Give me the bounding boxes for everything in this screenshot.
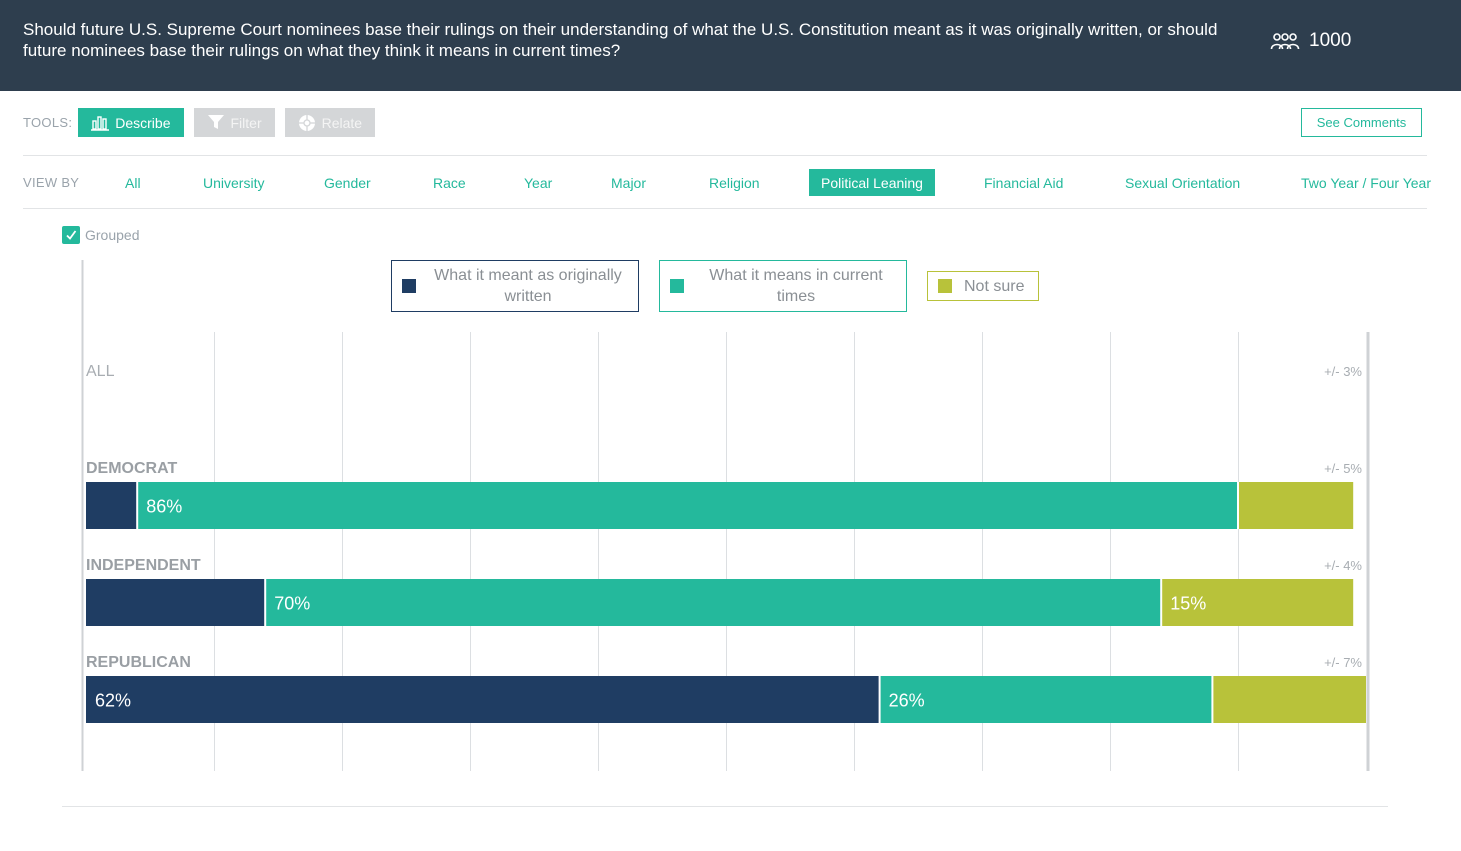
legend-swatch-not-sure (938, 279, 952, 293)
legend-not-sure[interactable]: Not sure (927, 271, 1039, 301)
bar-chart-icon (91, 115, 110, 131)
legend-swatch-original (402, 279, 416, 293)
bar-republican-1[interactable] (879, 676, 1213, 723)
funnel-icon (207, 115, 224, 129)
data-label-republican-0: 62% (95, 691, 131, 711)
data-label-independent-2: 15% (1170, 594, 1206, 614)
divider-bottom (23, 208, 1427, 209)
category-label-all: ALL (86, 363, 115, 380)
view-by-gender[interactable]: Gender (324, 174, 371, 191)
bar-independent-2[interactable] (1161, 579, 1354, 626)
relate-button[interactable]: Relate (284, 108, 376, 137)
divider-top (23, 155, 1427, 156)
view-by-sexual-orientation[interactable]: Sexual Orientation (1125, 174, 1241, 191)
describe-label: Describe (115, 114, 171, 131)
view-by-major[interactable]: Major (611, 174, 647, 191)
category-label-independent: INDEPENDENT (86, 557, 201, 574)
legend-current[interactable]: What it means in current times (659, 260, 907, 312)
see-comments-button[interactable]: See Comments (1301, 108, 1422, 137)
data-label-republican-1: 26% (889, 691, 925, 711)
bar-republican-0[interactable] (86, 676, 880, 723)
legend-label-original: What it meant as originally written (434, 267, 622, 305)
filter-button[interactable]: Filter (193, 108, 275, 137)
legend-label-current: What it means in current times (709, 267, 883, 305)
margin-of-error-republican: +/- 7% (1324, 655, 1362, 670)
filter-label: Filter (230, 114, 262, 131)
bar-democrat-2[interactable] (1238, 482, 1354, 529)
bar-independent-1[interactable] (265, 579, 1162, 626)
people-icon (1270, 33, 1300, 50)
check-icon (66, 230, 77, 240)
bar-independent-0[interactable] (86, 579, 266, 626)
view-by-year[interactable]: Year (524, 174, 553, 191)
respondent-number: 1000 (1309, 30, 1352, 51)
view-by-bar: VIEW BY All University Gender Race Year … (23, 169, 1433, 196)
view-by-two-year-four-year[interactable]: Two Year / Four Year (1301, 174, 1431, 191)
legend-label-not-sure: Not sure (964, 277, 1025, 295)
view-by-political-leaning[interactable]: Political Leaning (809, 169, 935, 196)
view-by-religion[interactable]: Religion (709, 174, 760, 191)
view-by-race[interactable]: Race (433, 174, 466, 191)
view-by-label: VIEW BY (23, 175, 80, 190)
data-label-democrat-1: 86% (146, 497, 182, 517)
view-by-financial-aid[interactable]: Financial Aid (984, 174, 1064, 191)
bar-democrat-0[interactable] (86, 482, 138, 529)
view-by-all[interactable]: All (125, 174, 141, 191)
relate-icon (298, 114, 315, 131)
question-text: Should future U.S. Supreme Court nominee… (23, 20, 1218, 60)
margin-of-error-all: +/- 3% (1324, 364, 1362, 379)
legend-original[interactable]: What it meant as originally written (391, 260, 639, 312)
grouped-checkbox[interactable] (62, 226, 80, 244)
bar-democrat-1[interactable] (137, 482, 1239, 529)
data-label-independent-1: 70% (274, 594, 310, 614)
grouped-toggle[interactable]: Grouped (62, 226, 139, 244)
tools-bar: TOOLS: Describe Filter Relate (23, 108, 385, 137)
margin-of-error-democrat: +/- 5% (1324, 461, 1362, 476)
relate-label: Relate (321, 114, 363, 131)
bottom-rule (62, 806, 1388, 807)
margin-of-error-independent: +/- 4% (1324, 558, 1362, 573)
respondent-count: 1000 (1270, 30, 1351, 52)
describe-button[interactable]: Describe (78, 108, 184, 137)
tools-label: TOOLS: (23, 115, 73, 130)
category-label-republican: REPUBLICAN (86, 654, 191, 671)
view-by-university[interactable]: University (203, 174, 265, 191)
bar-republican-2[interactable] (1212, 676, 1366, 723)
category-label-democrat: DEMOCRAT (86, 460, 177, 477)
legend-swatch-current (670, 279, 684, 293)
grouped-label: Grouped (85, 227, 140, 243)
question-header: Should future U.S. Supreme Court nominee… (0, 0, 1461, 91)
